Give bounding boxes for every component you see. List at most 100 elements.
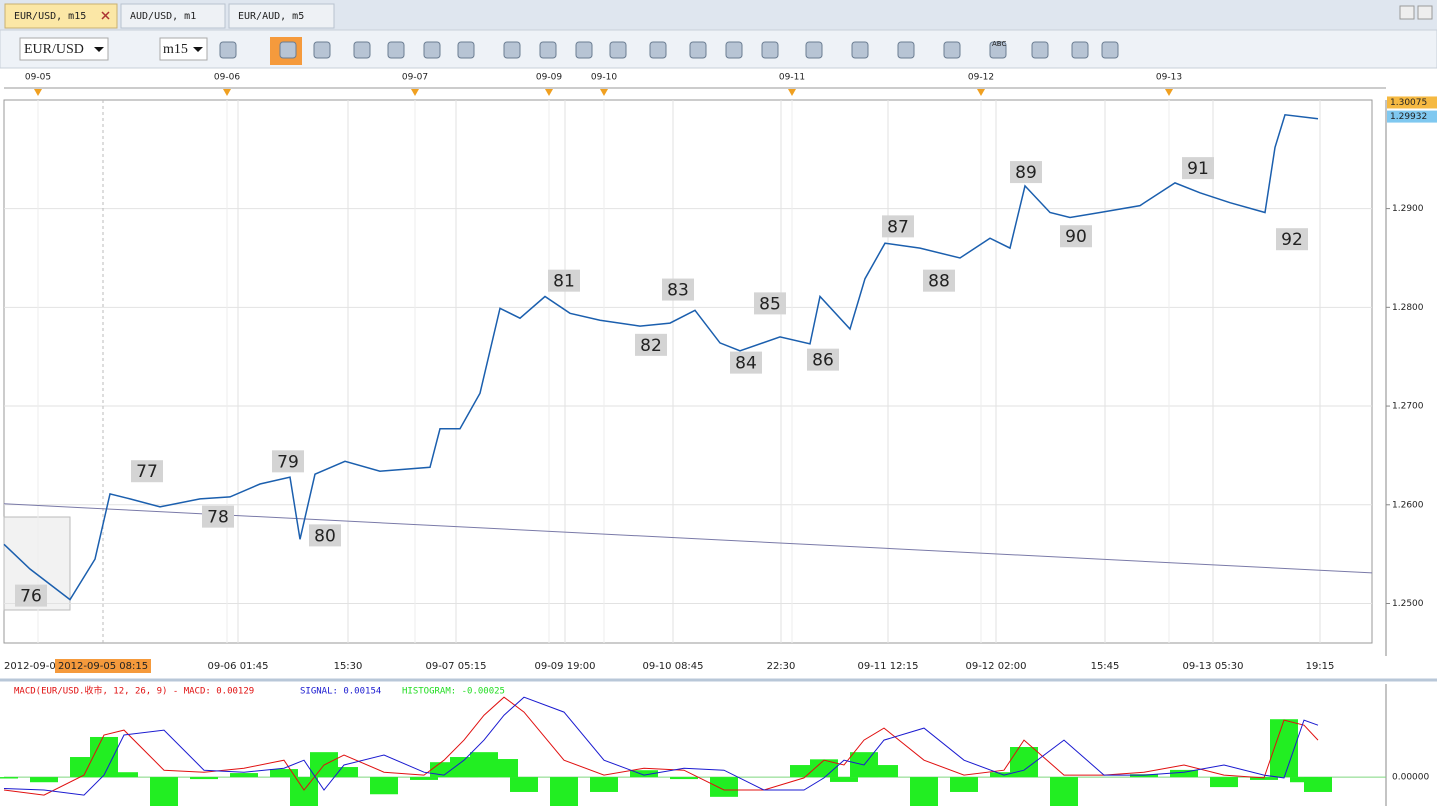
histogram-bar	[670, 777, 698, 780]
tool-icon[interactable]	[989, 41, 1007, 59]
histogram-bar	[230, 773, 258, 778]
annotation-label: 83	[667, 281, 689, 301]
price-tag-label: 1.30075	[1390, 98, 1427, 108]
macd-header: MACD(EUR/USD.收市, 12, 26, 9) - MACD: 0.00…	[14, 685, 254, 697]
tool-icon[interactable]	[725, 41, 743, 59]
close-icon[interactable]	[101, 11, 110, 20]
annotation-box	[1276, 228, 1308, 251]
price-tag	[1387, 96, 1437, 109]
restore-button[interactable]	[1399, 5, 1415, 20]
histogram-bar	[410, 777, 438, 780]
annotation-box	[923, 269, 955, 292]
symbol: EUR/USD	[24, 42, 84, 57]
annotation-box	[635, 333, 667, 356]
date-label: 09-13	[1156, 73, 1182, 83]
y-tick-label: 1.2700	[1392, 402, 1424, 412]
histogram-bar	[190, 777, 218, 780]
x-tick-label: 09-11 12:15	[857, 661, 918, 672]
tool-icon[interactable]	[761, 41, 779, 59]
tool-icon[interactable]	[897, 41, 915, 59]
histogram-bar	[1130, 774, 1158, 778]
tool-icon[interactable]	[1031, 41, 1049, 59]
histogram-bar	[830, 777, 858, 782]
y-tick-label: 1.2900	[1392, 204, 1424, 214]
timeframe-select[interactable]	[159, 37, 208, 61]
annotation-box	[807, 348, 839, 371]
annotation-label: 92	[1281, 230, 1303, 250]
tool-icon[interactable]	[313, 41, 331, 59]
annotation-box	[882, 215, 914, 238]
annotation-label: 82	[640, 336, 662, 356]
annotation-box	[548, 269, 580, 292]
histogram-bar	[950, 777, 978, 792]
histogram-bar	[1250, 777, 1278, 780]
tool-icon[interactable]	[943, 41, 961, 59]
histogram-bar	[510, 777, 538, 792]
annotation-box	[1182, 157, 1214, 180]
histogram-bar	[550, 777, 578, 806]
date-marker	[545, 89, 553, 96]
histogram-bar	[0, 777, 18, 779]
annotation-label: 80	[314, 526, 336, 546]
tab[interactable]	[4, 3, 118, 29]
histogram-bar	[30, 777, 58, 783]
x-tick-label: 09-07 05:15	[425, 661, 486, 672]
date-marker	[600, 89, 608, 96]
toolbar-icons	[219, 41, 1119, 59]
tool-icon[interactable]	[851, 41, 869, 59]
x-tick-label: 2012-09-0	[4, 661, 56, 672]
tool-icon[interactable]	[353, 41, 371, 59]
tool-icon[interactable]	[457, 41, 475, 59]
annotation-box	[754, 292, 786, 315]
histogram-bar	[90, 736, 118, 778]
annotation-label: 81	[553, 272, 575, 292]
dropdown-arrow	[94, 47, 104, 52]
timeframe: m15	[163, 42, 188, 57]
annotation-box	[202, 505, 234, 528]
annotation-label: 85	[759, 294, 781, 314]
tool-icon[interactable]	[539, 41, 557, 59]
tool-icon[interactable]	[219, 41, 237, 59]
histogram-bar	[490, 759, 518, 778]
tool-icon[interactable]	[609, 41, 627, 59]
x-tick-label: 09-13 05:30	[1182, 661, 1243, 672]
x-tick-label: 09-06 01:45	[207, 661, 268, 672]
x-tick-label: 09-09 19:00	[534, 661, 595, 672]
close-button[interactable]	[1417, 5, 1433, 20]
dropdown-arrow	[193, 47, 203, 52]
annotation-label: 77	[136, 462, 158, 482]
tool-icon[interactable]	[689, 41, 707, 59]
date-marker	[223, 89, 231, 96]
y-tick-label: 1.2500	[1392, 599, 1424, 609]
tool-icon[interactable]	[503, 41, 521, 59]
histogram-bar	[270, 769, 298, 778]
histogram-bar	[590, 777, 618, 792]
symbol-select[interactable]	[19, 37, 109, 61]
tool-icon[interactable]	[1071, 41, 1089, 59]
cursor-label: 2012-09-05 08:15	[58, 661, 148, 672]
histogram-bar	[810, 759, 838, 778]
tool-icon[interactable]	[387, 41, 405, 59]
date-marker	[788, 89, 796, 96]
y-tick-label: 1.2600	[1392, 500, 1424, 510]
date-label: 09-06	[214, 73, 240, 83]
tool-icon[interactable]	[423, 41, 441, 59]
price-plot	[3, 99, 1373, 644]
annotation-box	[662, 278, 694, 301]
histogram-bar	[330, 767, 358, 778]
tool-icon[interactable]	[279, 41, 297, 59]
tool-icon[interactable]	[649, 41, 667, 59]
tool-icon[interactable]	[575, 41, 593, 59]
date-label: 09-10	[591, 73, 617, 83]
annotation-label: 87	[887, 217, 909, 237]
tab[interactable]	[228, 3, 335, 29]
annotation-box	[730, 351, 762, 374]
tool-icon[interactable]	[805, 41, 823, 59]
date-label: 09-07	[402, 73, 428, 83]
tool-icon[interactable]	[1101, 41, 1119, 59]
annotation-label: 78	[207, 508, 229, 528]
annotation-label: 86	[812, 351, 834, 371]
tab[interactable]	[120, 3, 226, 29]
annotation-box	[1010, 161, 1042, 184]
